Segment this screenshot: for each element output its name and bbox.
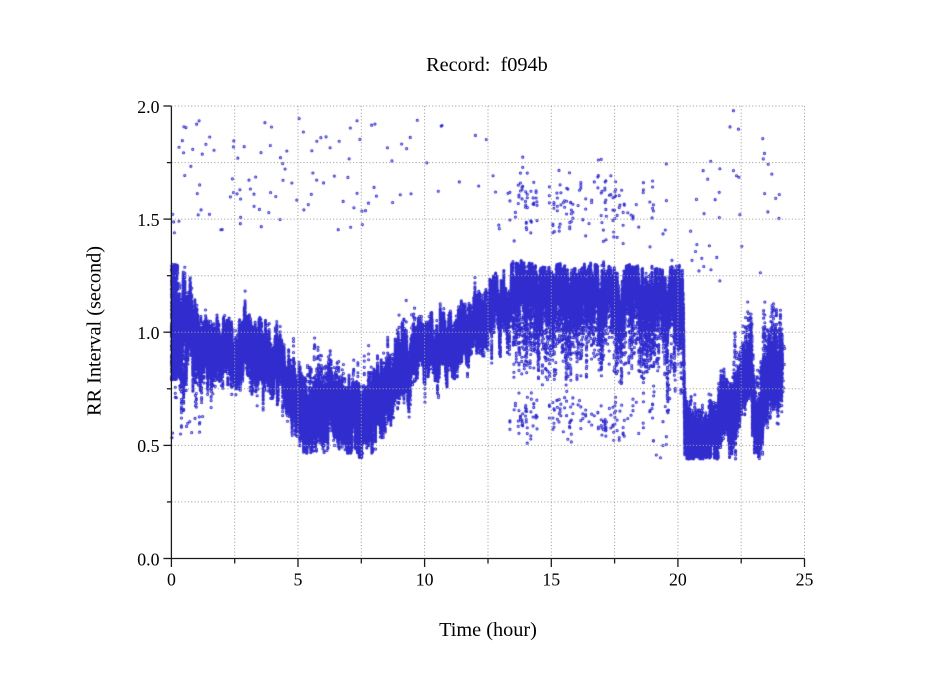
svg-text:2.0: 2.0	[137, 97, 159, 117]
svg-text:10: 10	[416, 569, 434, 589]
svg-text:15: 15	[542, 569, 560, 589]
svg-text:1.0: 1.0	[137, 323, 159, 343]
svg-text:Record: f094b: Record: f094b	[426, 54, 548, 76]
svg-text:25: 25	[796, 569, 814, 589]
svg-text:1.5: 1.5	[137, 210, 159, 230]
svg-text:0.0: 0.0	[137, 549, 159, 569]
svg-text:RR Interval (second): RR Interval (second)	[83, 246, 105, 416]
svg-text:20: 20	[669, 569, 687, 589]
svg-text:Time (hour): Time (hour)	[439, 619, 537, 641]
svg-text:0.5: 0.5	[137, 436, 159, 456]
svg-text:5: 5	[294, 569, 303, 589]
svg-text:0: 0	[167, 569, 176, 589]
